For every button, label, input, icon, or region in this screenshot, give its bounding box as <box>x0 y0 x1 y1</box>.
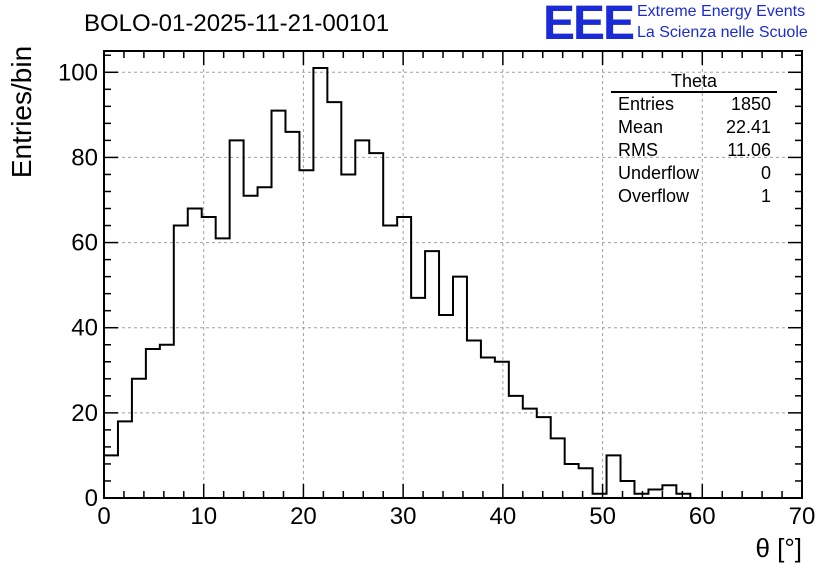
y-axis-ticks <box>104 54 802 499</box>
stats-value: 1850 <box>730 94 771 114</box>
stats-label: Mean <box>618 117 664 137</box>
x-tick-label: 40 <box>490 503 517 530</box>
y-tick-label: 60 <box>71 230 98 257</box>
y-tick-label: 80 <box>71 144 98 171</box>
x-tick-label: 60 <box>689 503 716 530</box>
grid-lines <box>104 51 802 498</box>
stats-value: 22.41 <box>725 117 771 137</box>
stats-row-mean: Mean 22.41 <box>611 116 777 139</box>
stats-value: 0 <box>760 163 771 183</box>
eee-logo: EEE <box>543 0 635 50</box>
x-tick-label: 30 <box>390 503 417 530</box>
y-tick-labels: 0 20 40 60 80 100 <box>58 59 98 512</box>
x-tick-label: 70 <box>789 503 816 530</box>
stats-row-entries: Entries 1850 <box>611 93 777 116</box>
brand-line-1: Extreme Energy Events <box>637 3 806 20</box>
histogram-series <box>103 67 802 499</box>
y-axis-label: Entries/bin <box>6 45 37 179</box>
x-tick-labels: 0 10 20 30 40 50 60 70 <box>97 503 815 530</box>
y-tick-label: 40 <box>71 315 98 342</box>
stats-row-underflow: Underflow 0 <box>611 162 777 185</box>
stats-row-overflow: Overflow 1 <box>611 185 777 208</box>
stats-box-title: Theta <box>611 72 777 93</box>
x-tick-label: 0 <box>97 503 110 530</box>
stats-label: Overflow <box>618 186 690 206</box>
chart-title: BOLO-01-2025-11-21-00101 <box>84 10 390 37</box>
x-tick-label: 50 <box>589 503 616 530</box>
stats-value: 11.06 <box>727 140 771 160</box>
x-tick-label: 20 <box>290 503 317 530</box>
y-tick-label: 0 <box>85 485 98 512</box>
stats-label: Underflow <box>618 163 700 183</box>
brand-line-2: La Scienza nelle Scuole <box>637 24 808 41</box>
stats-row-rms: RMS 11.06 <box>611 139 777 162</box>
stats-label: RMS <box>618 140 658 160</box>
y-tick-label: 20 <box>71 400 98 427</box>
plot-frame <box>103 50 803 499</box>
stats-label: Entries <box>618 94 675 114</box>
stats-value: 1 <box>760 186 771 206</box>
x-tick-label: 10 <box>190 503 217 530</box>
y-tick-label: 100 <box>58 59 98 86</box>
x-axis-label: θ [°] <box>755 533 802 563</box>
stats-box: Theta Entries 1850 Mean 22.41 RMS 11.06 … <box>611 72 777 208</box>
